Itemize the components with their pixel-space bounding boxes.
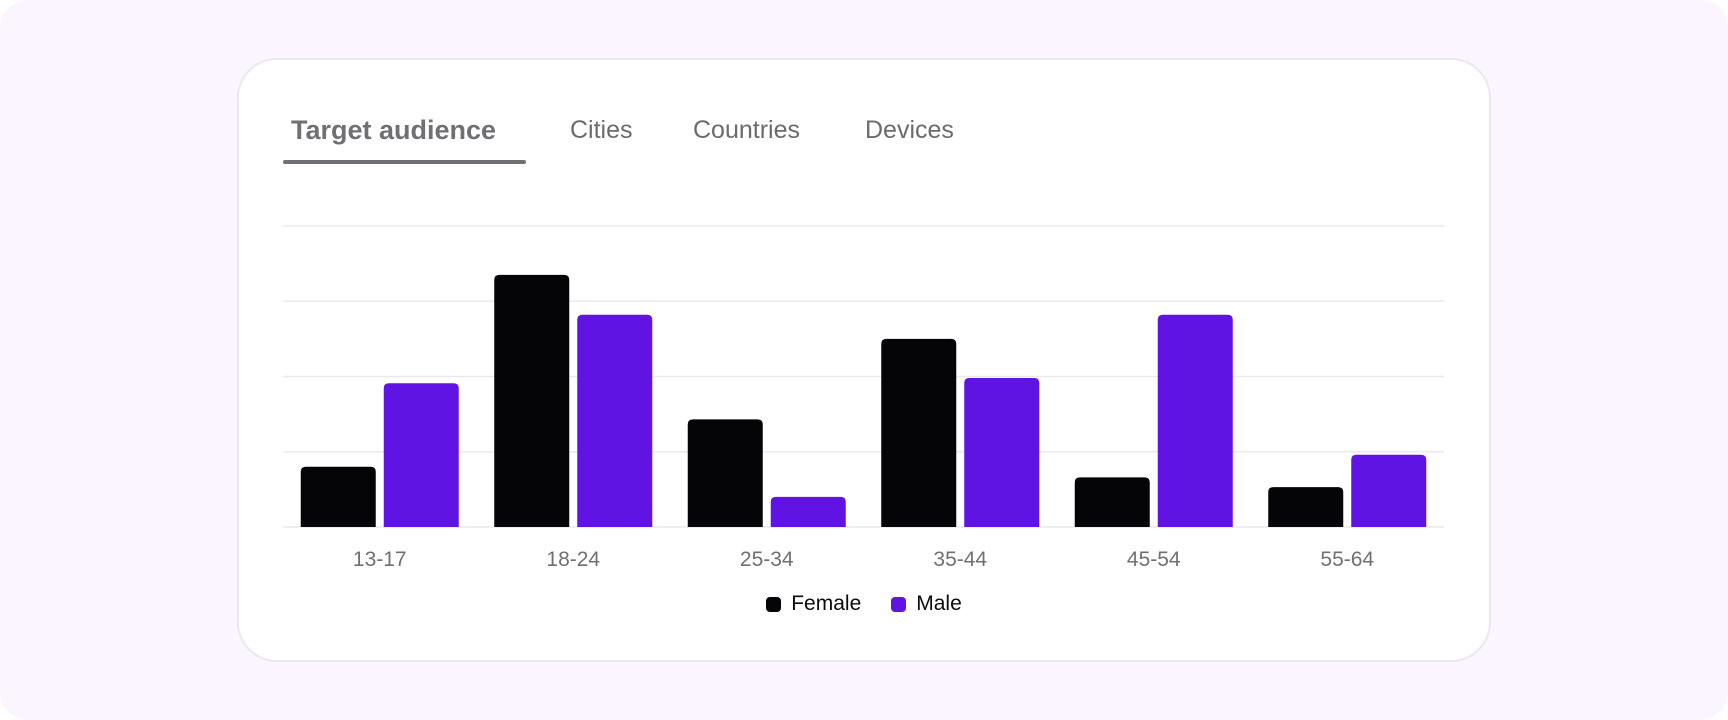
- chart-legend: Female Male: [0, 592, 1728, 616]
- bar-male-13-17[interactable]: [383, 383, 459, 527]
- bar-female-35-44[interactable]: [881, 338, 957, 527]
- bar-male-55-64[interactable]: [1351, 454, 1427, 527]
- tab-countries[interactable]: Countries: [693, 116, 800, 144]
- bar-male-35-44[interactable]: [964, 378, 1040, 527]
- legend-item-female[interactable]: Female: [766, 592, 861, 616]
- bar-female-55-64[interactable]: [1268, 487, 1344, 527]
- legend-swatch-male: [891, 596, 907, 612]
- bar-male-18-24[interactable]: [577, 314, 653, 527]
- x-tick-label: 55-64: [1320, 548, 1374, 571]
- active-tab-indicator: [283, 160, 526, 164]
- x-tick-label: 13-17: [353, 548, 407, 571]
- legend-label-female: Female: [791, 592, 862, 615]
- x-tick-label: 45-54: [1127, 548, 1181, 571]
- tab-devices[interactable]: Devices: [865, 116, 954, 144]
- tab-cities[interactable]: Cities: [570, 116, 633, 144]
- legend-item-male[interactable]: Male: [891, 592, 962, 616]
- bar-female-13-17[interactable]: [300, 466, 376, 527]
- bar-male-45-54[interactable]: [1157, 314, 1233, 527]
- x-tick-label: 25-34: [740, 548, 794, 571]
- x-tick-label: 35-44: [933, 548, 987, 571]
- bar-male-25-34[interactable]: [770, 496, 846, 527]
- bar-female-45-54[interactable]: [1074, 477, 1150, 527]
- tab-target-audience[interactable]: Target audience: [291, 115, 497, 145]
- legend-swatch-female: [766, 596, 782, 612]
- x-tick-label: 18-24: [546, 548, 600, 571]
- legend-label-male: Male: [916, 592, 962, 615]
- audience-card: [237, 58, 1491, 662]
- bar-female-25-34[interactable]: [687, 419, 763, 527]
- bar-female-18-24[interactable]: [494, 274, 570, 527]
